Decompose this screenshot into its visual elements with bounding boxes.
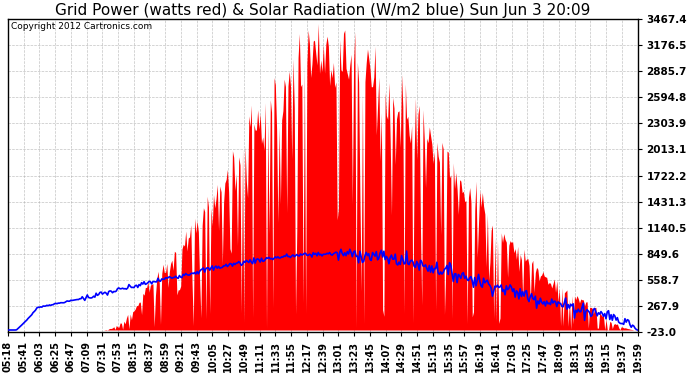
Text: Copyright 2012 Cartronics.com: Copyright 2012 Cartronics.com [11,22,152,31]
Title: Grid Power (watts red) & Solar Radiation (W/m2 blue) Sun Jun 3 20:09: Grid Power (watts red) & Solar Radiation… [55,3,591,18]
